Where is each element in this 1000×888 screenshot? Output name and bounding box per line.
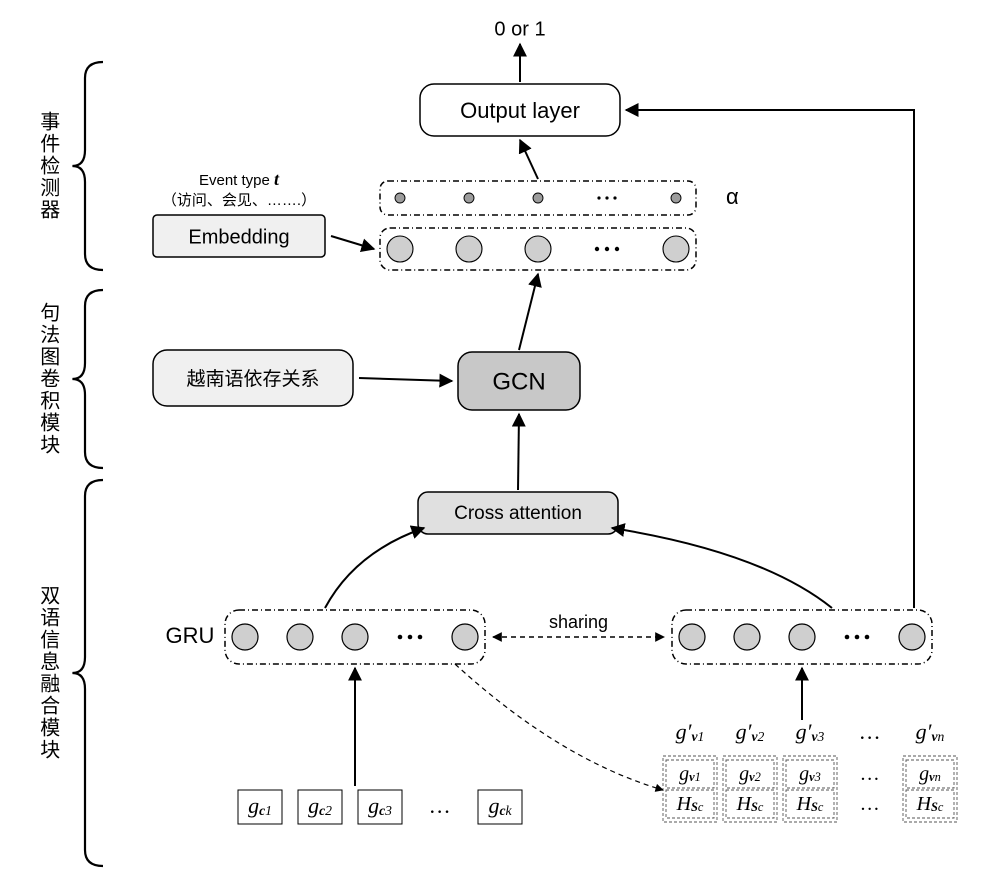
svg-text:g′v3: g′v3 bbox=[796, 719, 825, 744]
event-type: Event type t bbox=[199, 169, 280, 189]
cross-attention: Cross attention bbox=[454, 503, 582, 524]
svg-text:HSc: HSc bbox=[736, 793, 764, 815]
svg-text:HSc: HSc bbox=[916, 793, 944, 815]
svg-text:…: … bbox=[860, 719, 880, 744]
alpha-label: α bbox=[726, 184, 739, 209]
svg-text:…: … bbox=[430, 793, 450, 818]
sharing-label: sharing bbox=[549, 612, 608, 632]
brace-label-bilingual: 双语信息融合模块 bbox=[37, 585, 60, 761]
svg-text:g′v2: g′v2 bbox=[736, 719, 765, 744]
zero-one: 0 or 1 bbox=[494, 18, 545, 40]
brace-label-detector: 事件检测器 bbox=[37, 111, 60, 221]
output-layer: Output layer bbox=[460, 98, 580, 123]
svg-text:（访问、会见、…….）: （访问、会见、…….） bbox=[162, 192, 316, 209]
embedding: Embedding bbox=[188, 226, 289, 248]
brace-label-syntax: 句法图卷积模块 bbox=[37, 302, 60, 456]
svg-text:gck: gck bbox=[488, 793, 512, 818]
svg-text:gv2: gv2 bbox=[739, 763, 761, 785]
svg-text:…: … bbox=[861, 763, 879, 785]
svg-text:gv3: gv3 bbox=[799, 763, 821, 785]
dep-parse: 越南语依存关系 bbox=[186, 368, 319, 390]
svg-text:gc1: gc1 bbox=[248, 793, 272, 818]
svg-text:gvn: gvn bbox=[919, 763, 941, 785]
svg-text:gv1: gv1 bbox=[679, 763, 701, 785]
svg-text:…: … bbox=[861, 793, 879, 815]
gru-label: GRU bbox=[166, 623, 215, 648]
svg-text:g′vn: g′vn bbox=[916, 719, 945, 744]
svg-text:HSc: HSc bbox=[796, 793, 824, 815]
svg-text:g′v1: g′v1 bbox=[676, 719, 705, 744]
svg-text:HSc: HSc bbox=[676, 793, 704, 815]
gcn: GCN bbox=[492, 368, 545, 395]
svg-text:gc3: gc3 bbox=[368, 793, 392, 818]
svg-text:gc2: gc2 bbox=[308, 793, 332, 818]
